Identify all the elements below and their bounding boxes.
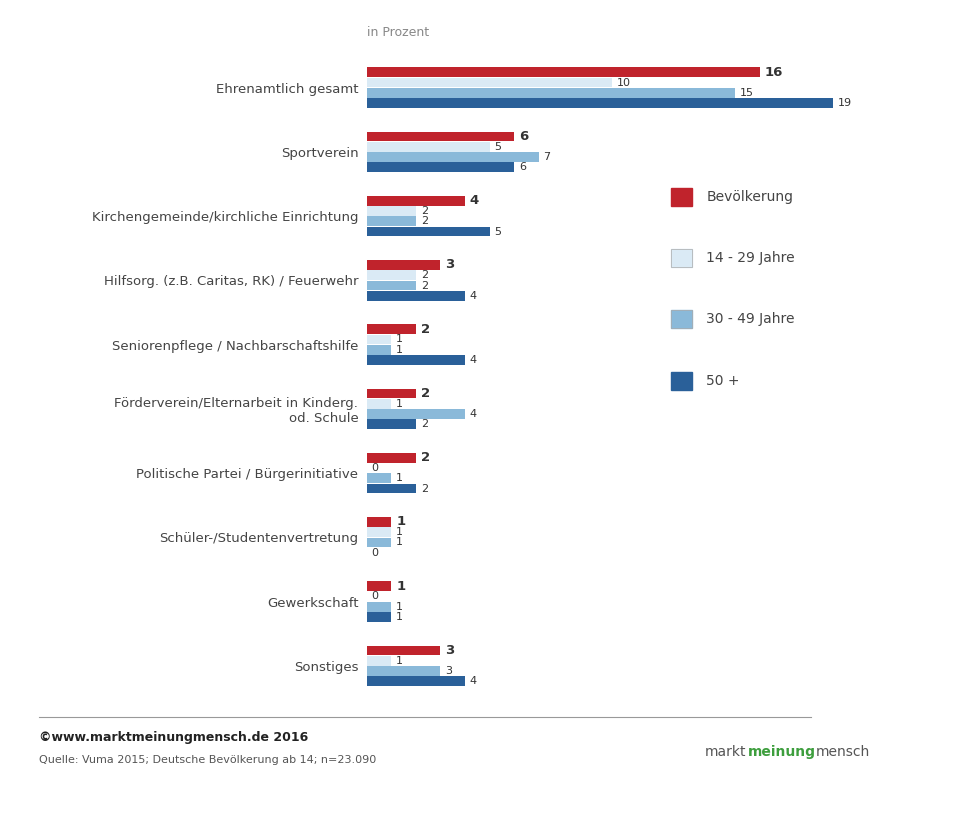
Bar (367, 67, 759, 77)
Text: 2: 2 (421, 270, 427, 280)
Text: Quelle: Vuma 2015; Deutsche Bevölkerung ab 14; n=23.090: Quelle: Vuma 2015; Deutsche Bevölkerung … (39, 755, 375, 765)
Bar (367, 453, 416, 463)
Bar (367, 260, 440, 269)
Text: 2: 2 (421, 483, 427, 494)
Bar (367, 196, 465, 206)
Text: 4: 4 (470, 409, 477, 419)
Bar (367, 484, 416, 493)
Text: 0: 0 (372, 463, 378, 473)
Text: 14 - 29 Jahre: 14 - 29 Jahre (706, 251, 795, 265)
Text: 1: 1 (397, 399, 403, 409)
Bar (367, 98, 834, 108)
Text: 2: 2 (421, 216, 427, 226)
Text: 2: 2 (421, 419, 427, 429)
Text: meinung: meinung (748, 744, 815, 759)
Bar (367, 527, 391, 537)
Bar (367, 645, 440, 655)
Bar (367, 345, 391, 355)
Text: 5: 5 (494, 142, 502, 152)
Bar (367, 270, 416, 280)
Text: mensch: mensch (815, 744, 869, 759)
Text: 1: 1 (397, 537, 403, 547)
Bar (367, 581, 391, 591)
Bar (367, 355, 465, 365)
Text: 2: 2 (421, 206, 427, 216)
Bar (367, 656, 391, 666)
Bar (367, 162, 514, 172)
Text: 1: 1 (397, 345, 403, 355)
Bar (367, 388, 416, 398)
Bar (367, 666, 440, 676)
Text: 1: 1 (397, 612, 403, 622)
Bar (367, 399, 391, 409)
Text: 2: 2 (421, 387, 429, 400)
Text: 3: 3 (445, 666, 453, 676)
Text: in Prozent: in Prozent (367, 26, 428, 39)
Bar (367, 291, 465, 301)
Bar (367, 410, 465, 419)
Text: 4: 4 (470, 355, 477, 365)
Bar (367, 281, 416, 291)
Text: 1: 1 (397, 515, 405, 528)
Text: 1: 1 (397, 580, 405, 593)
Text: 1: 1 (397, 602, 403, 612)
Text: 6: 6 (519, 130, 528, 143)
Text: 3: 3 (445, 644, 455, 657)
Text: 1: 1 (397, 334, 403, 345)
Text: 1: 1 (397, 527, 403, 537)
Bar (367, 78, 613, 88)
Text: 2: 2 (421, 323, 429, 336)
Text: 0: 0 (372, 548, 378, 558)
Bar (367, 206, 416, 216)
Text: 7: 7 (543, 152, 551, 162)
Bar (367, 676, 465, 686)
Bar (367, 132, 514, 142)
Text: 1: 1 (397, 473, 403, 483)
Text: markt: markt (704, 744, 746, 759)
Text: 10: 10 (618, 78, 631, 88)
Bar (367, 152, 538, 162)
Bar (367, 335, 391, 344)
Bar (367, 227, 489, 237)
Text: 1: 1 (397, 656, 403, 666)
Text: 50 +: 50 + (706, 373, 740, 388)
Bar (367, 88, 735, 97)
Text: 4: 4 (470, 676, 477, 686)
Text: 4: 4 (470, 291, 477, 301)
Text: ©www.marktmeinungmensch.de 2016: ©www.marktmeinungmensch.de 2016 (39, 731, 308, 744)
Text: 15: 15 (740, 88, 754, 97)
Bar (367, 324, 416, 334)
Text: 30 - 49 Jahre: 30 - 49 Jahre (706, 312, 795, 327)
Bar (367, 517, 391, 527)
Bar (367, 602, 391, 612)
Text: 2: 2 (421, 451, 429, 464)
Bar (367, 142, 489, 152)
Text: 4: 4 (470, 194, 479, 207)
Text: 3: 3 (445, 259, 455, 271)
Text: 16: 16 (764, 66, 783, 79)
Text: 0: 0 (372, 591, 378, 601)
Bar (367, 612, 391, 622)
Text: Bevölkerung: Bevölkerung (706, 189, 793, 204)
Bar (367, 419, 416, 429)
Bar (367, 537, 391, 547)
Text: 6: 6 (519, 162, 526, 172)
Text: 5: 5 (494, 227, 502, 237)
Text: 19: 19 (839, 98, 852, 108)
Text: 2: 2 (421, 281, 427, 291)
Bar (367, 216, 416, 226)
Bar (367, 473, 391, 483)
